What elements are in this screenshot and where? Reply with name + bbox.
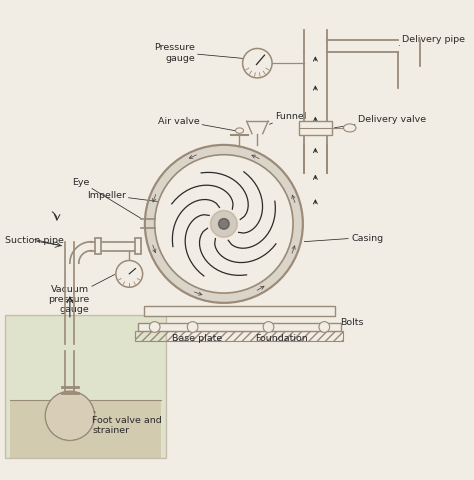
Ellipse shape — [236, 129, 244, 134]
Text: Delivery valve: Delivery valve — [335, 115, 426, 129]
Circle shape — [149, 322, 160, 333]
Text: Frame: Frame — [218, 308, 247, 317]
Bar — [299, 122, 332, 135]
Circle shape — [46, 392, 94, 441]
Text: Air valve: Air valve — [157, 117, 238, 132]
Text: Impeller: Impeller — [87, 191, 191, 206]
Text: Bolts: Bolts — [326, 317, 364, 327]
Circle shape — [46, 392, 93, 440]
Circle shape — [187, 322, 198, 333]
Circle shape — [210, 211, 237, 238]
Text: Foundation: Foundation — [255, 333, 308, 342]
Bar — [9, 400, 161, 458]
Text: Casing: Casing — [304, 233, 383, 242]
Text: Foot valve and
strainer: Foot valve and strainer — [92, 412, 162, 434]
Circle shape — [116, 261, 143, 288]
Bar — [95, 239, 101, 254]
Text: Pressure
gauge: Pressure gauge — [154, 43, 246, 62]
Ellipse shape — [344, 125, 356, 132]
Text: Eye: Eye — [72, 178, 141, 219]
Text: Base plate: Base plate — [172, 333, 222, 342]
Bar — [138, 324, 341, 331]
Text: Vacuum
pressure
gauge: Vacuum pressure gauge — [48, 275, 115, 313]
Circle shape — [219, 219, 229, 230]
Circle shape — [243, 49, 272, 79]
Circle shape — [145, 145, 303, 303]
Text: Delivery pipe: Delivery pipe — [399, 35, 465, 47]
Bar — [136, 331, 344, 341]
Circle shape — [155, 156, 293, 293]
Bar — [5, 316, 166, 458]
Bar — [144, 307, 336, 317]
Circle shape — [263, 322, 274, 333]
Text: Suction pipe: Suction pipe — [5, 236, 64, 246]
Circle shape — [319, 322, 329, 333]
Bar — [135, 239, 141, 254]
Text: Funnel: Funnel — [269, 112, 307, 125]
